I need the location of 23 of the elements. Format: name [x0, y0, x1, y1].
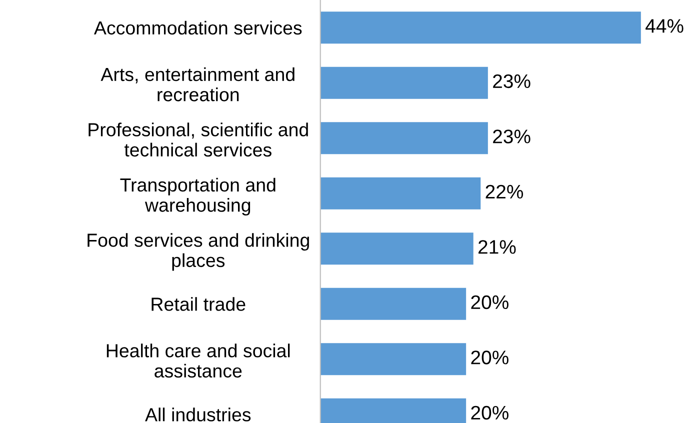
data-label: 23% [493, 130, 530, 144]
data-label: 44% [646, 19, 684, 33]
bar [320, 343, 466, 376]
y-tick-label: Health care and social assistance [106, 344, 290, 378]
y-tick-label: All industries [145, 408, 251, 422]
y-tick-label: Arts, entertainment and recreation [100, 67, 294, 102]
data-label: 21% [478, 240, 516, 254]
bar [320, 232, 474, 265]
bar [320, 12, 641, 44]
data-label: 20% [471, 295, 508, 310]
bar [320, 122, 488, 154]
data-label: 23% [493, 74, 530, 88]
data-label: 20% [471, 350, 508, 364]
bar [320, 66, 488, 99]
y-tick-label: Retail trade [152, 297, 246, 311]
y-tick-label: Professional, scientific and technical services [88, 122, 308, 157]
data-label: 22% [486, 184, 524, 199]
bar [320, 177, 481, 210]
y-tick-label: Transportation and warehousing [120, 178, 276, 216]
data-label: 20% [471, 406, 508, 420]
bar [320, 288, 466, 320]
y-tick-label: Food services and drinking places [88, 233, 309, 271]
y-tick-label: Accommodation services [94, 20, 302, 35]
